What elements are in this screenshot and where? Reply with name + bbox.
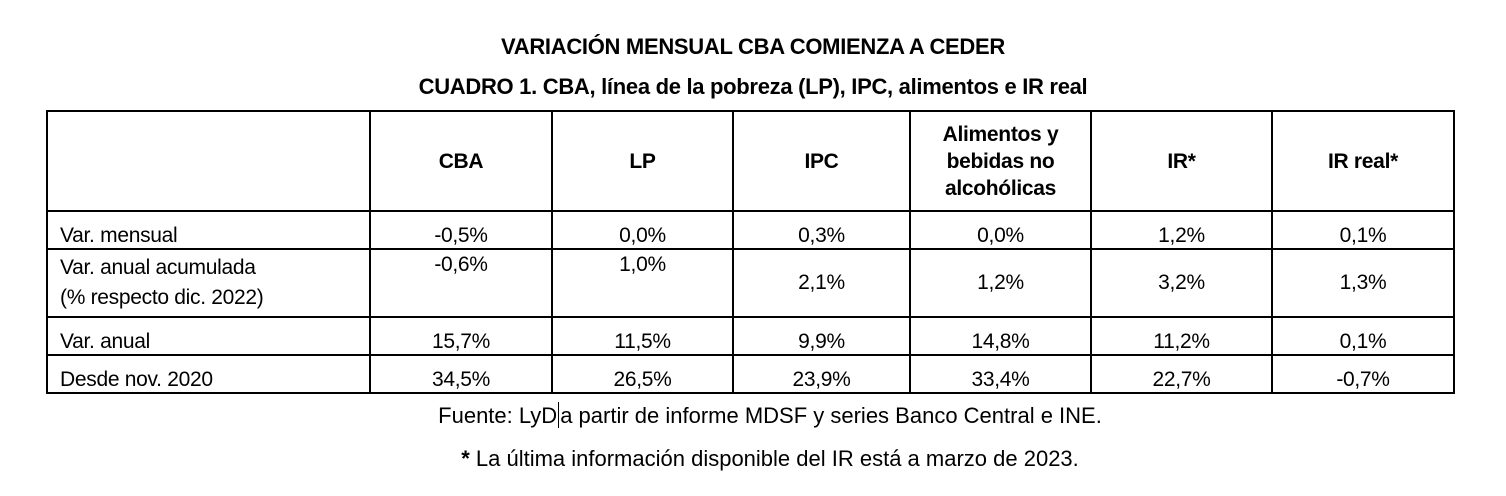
cell: 1,0%: [551, 248, 734, 318]
cell: 9,9%: [732, 316, 911, 356]
cell: 14,8%: [909, 316, 1092, 356]
cell: 2,1%: [732, 248, 911, 318]
data-table: CBA LP IPC Alimentos y bebidas no alcohó…: [46, 110, 1455, 394]
cell: 11,2%: [1090, 316, 1273, 356]
cell: 1,2%: [1090, 210, 1273, 250]
cell: 33,4%: [909, 354, 1092, 394]
header-alimentos: Alimentos y bebidas no alcohólicas: [909, 110, 1092, 212]
text-cursor: [558, 402, 560, 428]
header-ir: IR*: [1090, 110, 1273, 212]
header-ir-real: IR real*: [1271, 110, 1455, 212]
footnote-text: La última información disponible del IR …: [469, 446, 1079, 471]
header-cba: CBA: [369, 110, 553, 212]
row-label-line1: Var. anual acumulada: [60, 256, 256, 279]
table-caption: CUADRO 1. CBA, línea de la pobreza (LP),…: [418, 74, 1088, 99]
cell: 15,7%: [369, 316, 553, 356]
cell: 34,5%: [369, 354, 553, 394]
footnote: * La última información disponible del I…: [0, 446, 1506, 472]
source-note: Fuente: LyD a partir de informe MDSF y se…: [0, 402, 1506, 429]
table-row: Desde nov. 2020 34,5% 26,5% 23,9% 33,4% …: [46, 354, 1455, 394]
cell: -0,5%: [369, 210, 553, 250]
header-empty: [46, 110, 371, 212]
source-rest: a partir de informe MDSF y series Banco …: [560, 403, 1102, 428]
table-row: Var. mensual -0,5% 0,0% 0,3% 0,0% 1,2% 0…: [46, 210, 1455, 250]
cell: 1,2%: [909, 248, 1092, 318]
header-lp: LP: [551, 110, 734, 212]
cell: 0,0%: [909, 210, 1092, 250]
cell: 22,7%: [1090, 354, 1273, 394]
header-row: CBA LP IPC Alimentos y bebidas no alcohó…: [46, 110, 1455, 212]
footnote-star: *: [461, 446, 470, 471]
row-label: Var. mensual: [46, 210, 371, 250]
cell: 3,2%: [1090, 248, 1273, 318]
cell: 23,9%: [732, 354, 911, 394]
row-label: Var. anual: [46, 316, 371, 356]
page-title: VARIACIÓN MENSUAL CBA COMIENZA A CEDER: [501, 34, 1005, 59]
cell: 0,0%: [551, 210, 734, 250]
table-row: Var. anual 15,7% 11,5% 9,9% 14,8% 11,2% …: [46, 316, 1455, 356]
cell: 26,5%: [551, 354, 734, 394]
cell: 0,1%: [1271, 210, 1455, 250]
cell: 0,3%: [732, 210, 911, 250]
row-label-line2: (% respecto dic. 2022): [60, 286, 264, 309]
header-ipc: IPC: [732, 110, 911, 212]
cell: 0,1%: [1271, 316, 1455, 356]
row-label: Var. anual acumulada (% respecto dic. 202…: [46, 248, 371, 318]
cell: -0,7%: [1271, 354, 1455, 394]
cell: 11,5%: [551, 316, 734, 356]
table-row: Var. anual acumulada (% respecto dic. 202…: [46, 248, 1455, 318]
cell: -0,6%: [369, 248, 553, 318]
source-prefix: Fuente: LyD: [438, 403, 558, 428]
cell: 1,3%: [1271, 248, 1455, 318]
row-label: Desde nov. 2020: [46, 354, 371, 394]
